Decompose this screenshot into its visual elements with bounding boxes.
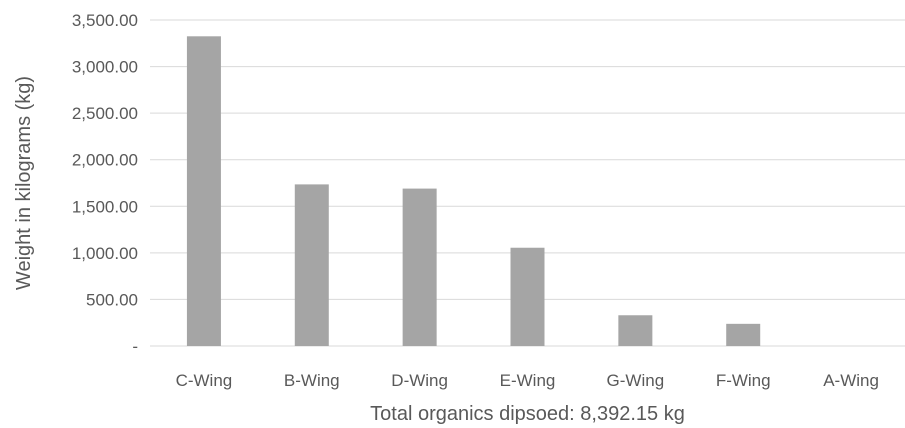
y-tick-label: - <box>132 337 138 356</box>
bar-f-wing <box>726 323 761 346</box>
y-tick-label: 1,000.00 <box>72 244 138 263</box>
bar-d-wing <box>402 188 437 346</box>
x-tick-label: E-Wing <box>500 371 556 390</box>
x-tick-label: B-Wing <box>284 371 340 390</box>
bar-c-wing <box>186 36 221 347</box>
y-tick-label: 2,500.00 <box>72 104 138 123</box>
y-tick-label: 3,500.00 <box>72 11 138 30</box>
x-tick-label: C-Wing <box>176 371 233 390</box>
x-axis-title: Total organics dipsoed: 8,392.15 kg <box>370 403 685 425</box>
bar-g-wing <box>618 315 653 346</box>
x-tick-label: F-Wing <box>716 371 771 390</box>
x-tick-label: G-Wing <box>607 371 665 390</box>
y-tick-label: 2,000.00 <box>72 151 138 170</box>
bar-e-wing <box>510 247 545 346</box>
x-tick-label: D-Wing <box>391 371 448 390</box>
y-tick-label: 3,000.00 <box>72 58 138 77</box>
y-tick-label: 500.00 <box>86 290 138 309</box>
x-tick-label: A-Wing <box>823 371 879 390</box>
x-axis-ticks: C-Wing B-Wing D-Wing E-Wing G-Wing F-Wing A-Wi… <box>176 371 879 390</box>
y-axis-title: Weight in kilograms (kg) <box>13 76 35 290</box>
y-tick-label: 1,500.00 <box>72 197 138 216</box>
bar-b-wing <box>294 184 329 346</box>
bars <box>186 36 761 347</box>
y-axis-ticks: - 500.00 1,000.00 1,500.00 2,000.00 2,500.00 3… <box>72 11 138 356</box>
